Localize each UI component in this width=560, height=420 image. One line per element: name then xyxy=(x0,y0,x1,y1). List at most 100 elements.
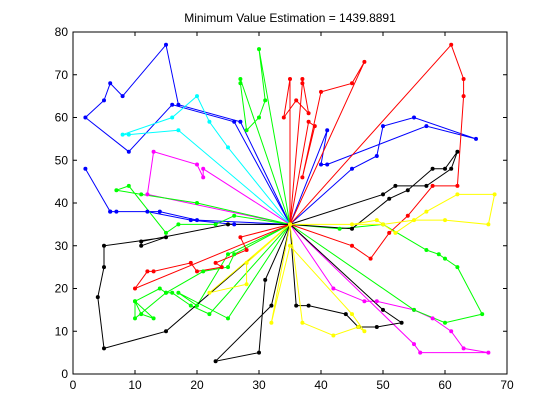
route-3-point xyxy=(319,162,323,167)
route-20-point xyxy=(350,312,354,317)
route-1-point xyxy=(102,98,106,103)
route-7-point xyxy=(238,77,243,81)
route-10-point xyxy=(480,312,485,317)
route-7-point xyxy=(244,128,249,133)
route-22-point xyxy=(288,222,292,227)
route-17-point xyxy=(263,277,268,282)
route-6-point xyxy=(418,350,423,355)
route-19-point xyxy=(387,196,392,201)
route-2-point xyxy=(108,209,113,214)
route-7-point xyxy=(238,81,243,86)
route-16-point xyxy=(164,235,168,240)
route-1-point xyxy=(176,102,181,107)
route-7-point xyxy=(257,115,261,120)
route-6-point xyxy=(362,299,367,304)
route-2-point xyxy=(232,222,237,227)
route-18-point xyxy=(374,325,379,329)
y-tick-label: 80 xyxy=(55,25,69,39)
route-16-point xyxy=(139,243,144,248)
y-tick-label: 70 xyxy=(55,68,69,82)
route-9-point xyxy=(232,252,237,257)
route-21-point xyxy=(374,218,379,223)
route-1-point xyxy=(238,119,243,124)
route-17-point xyxy=(213,359,218,364)
x-tick-label: 60 xyxy=(438,378,452,392)
x-tick-label: 20 xyxy=(190,378,204,392)
route-1-point xyxy=(164,42,168,47)
route-21-point xyxy=(455,192,460,197)
route-19-point xyxy=(430,166,435,171)
route-4-point xyxy=(195,94,199,99)
route-21-point xyxy=(393,230,398,235)
x-tick-label: 0 xyxy=(70,378,77,392)
route-15-point xyxy=(195,269,199,274)
route-18-point xyxy=(294,303,299,308)
y-tick-label: 40 xyxy=(55,196,69,210)
route-22-point xyxy=(207,290,212,295)
route-12-point xyxy=(306,111,311,116)
route-9-point xyxy=(170,290,175,295)
route-1-point xyxy=(120,94,125,99)
route-5-point xyxy=(201,166,206,171)
route-11-point xyxy=(226,252,230,257)
y-tick-label: 60 xyxy=(55,111,69,125)
markers-layer xyxy=(83,42,497,364)
route-10-point xyxy=(337,226,342,231)
route-16-point xyxy=(139,239,144,244)
route-8-point xyxy=(232,213,237,218)
route-17-point xyxy=(257,350,261,355)
route-18-point xyxy=(306,303,311,308)
route-13-point xyxy=(306,119,311,124)
route-20-point xyxy=(356,325,361,329)
route-6-point xyxy=(430,316,435,321)
route-3-point xyxy=(325,128,330,133)
route-21-point xyxy=(412,218,416,223)
route-8-point xyxy=(114,188,119,193)
route-9-point xyxy=(157,286,162,291)
route-1-point xyxy=(83,115,88,120)
route-6-point xyxy=(486,350,491,355)
route-8-point xyxy=(195,201,199,205)
route-3-point xyxy=(350,166,354,171)
route-line-9 xyxy=(134,223,291,320)
route-12-point xyxy=(288,77,292,81)
route-8-point xyxy=(139,192,144,197)
chart-title: Minimum Value Estimation = 1439.8891 xyxy=(184,11,396,25)
route-11-point xyxy=(176,290,181,295)
route-4-point xyxy=(170,115,175,120)
route-20-point xyxy=(331,333,336,338)
route-19-point xyxy=(455,149,460,154)
ticks-layer: 0 10 20 30 40 50 60 70 0 10 20 30 40 50 60 70 80 xyxy=(55,25,514,392)
route-21-point xyxy=(486,222,491,227)
route-2-point xyxy=(83,166,88,171)
route-13-point xyxy=(312,124,317,129)
route-3-point xyxy=(325,162,330,167)
route-6-point xyxy=(374,299,379,304)
route-14-point xyxy=(430,183,435,188)
y-tick-label: 0 xyxy=(61,367,68,381)
route-4-point xyxy=(176,128,181,133)
route-2-point xyxy=(145,209,150,214)
route-19-point xyxy=(393,183,398,188)
route-12-point xyxy=(294,98,299,103)
route-line-1 xyxy=(84,43,291,225)
route-line-19 xyxy=(289,151,458,230)
route-3-point xyxy=(374,154,379,158)
route-4-point xyxy=(120,132,125,137)
route-19-point xyxy=(443,166,447,171)
route-6-point xyxy=(449,329,454,334)
x-tick-label: 10 xyxy=(128,378,142,392)
route-9-point xyxy=(133,299,137,304)
y-tick-label: 20 xyxy=(55,282,69,296)
route-18-point xyxy=(399,320,404,325)
route-9-point xyxy=(139,312,144,317)
x-tick-label: 30 xyxy=(252,378,266,392)
route-11-point xyxy=(195,303,199,308)
route-13-point xyxy=(362,59,367,64)
route-12-point xyxy=(300,81,305,86)
route-18-point xyxy=(343,312,348,317)
route-1-point xyxy=(232,119,237,124)
route-1-point xyxy=(108,81,113,86)
route-3-point xyxy=(412,115,416,120)
route-1-point xyxy=(170,102,175,107)
